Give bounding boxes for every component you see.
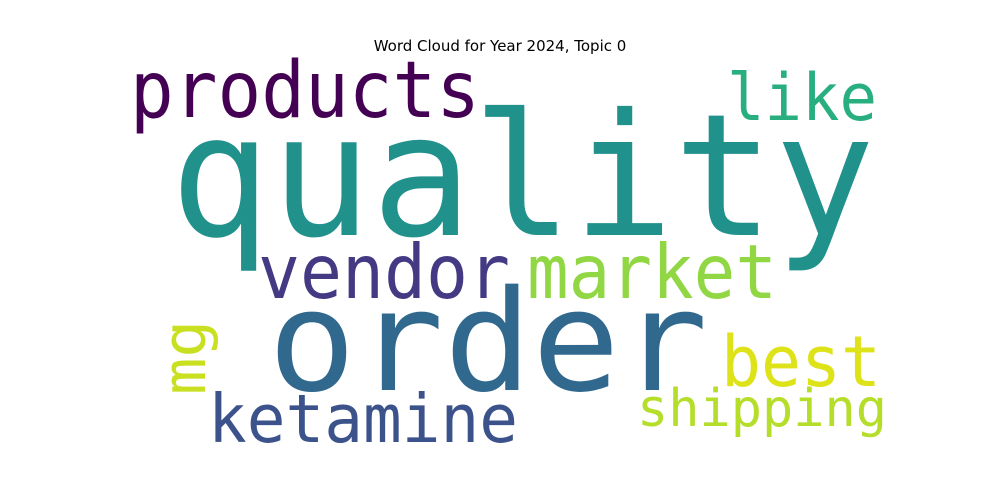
word-ketamine: ketamine (208, 380, 518, 458)
figure-title: Word Cloud for Year 2024, Topic 0 (373, 37, 627, 55)
word-like: like (727, 61, 877, 136)
word-products: products (130, 46, 480, 136)
word-vendor: vendor (258, 228, 510, 316)
word-quality: quality (170, 78, 875, 276)
word-shipping: shipping (637, 379, 887, 439)
word-best: best (721, 321, 881, 403)
word-mg: mg (150, 320, 220, 395)
word-market: market (527, 228, 777, 316)
word-order: order (268, 261, 708, 424)
